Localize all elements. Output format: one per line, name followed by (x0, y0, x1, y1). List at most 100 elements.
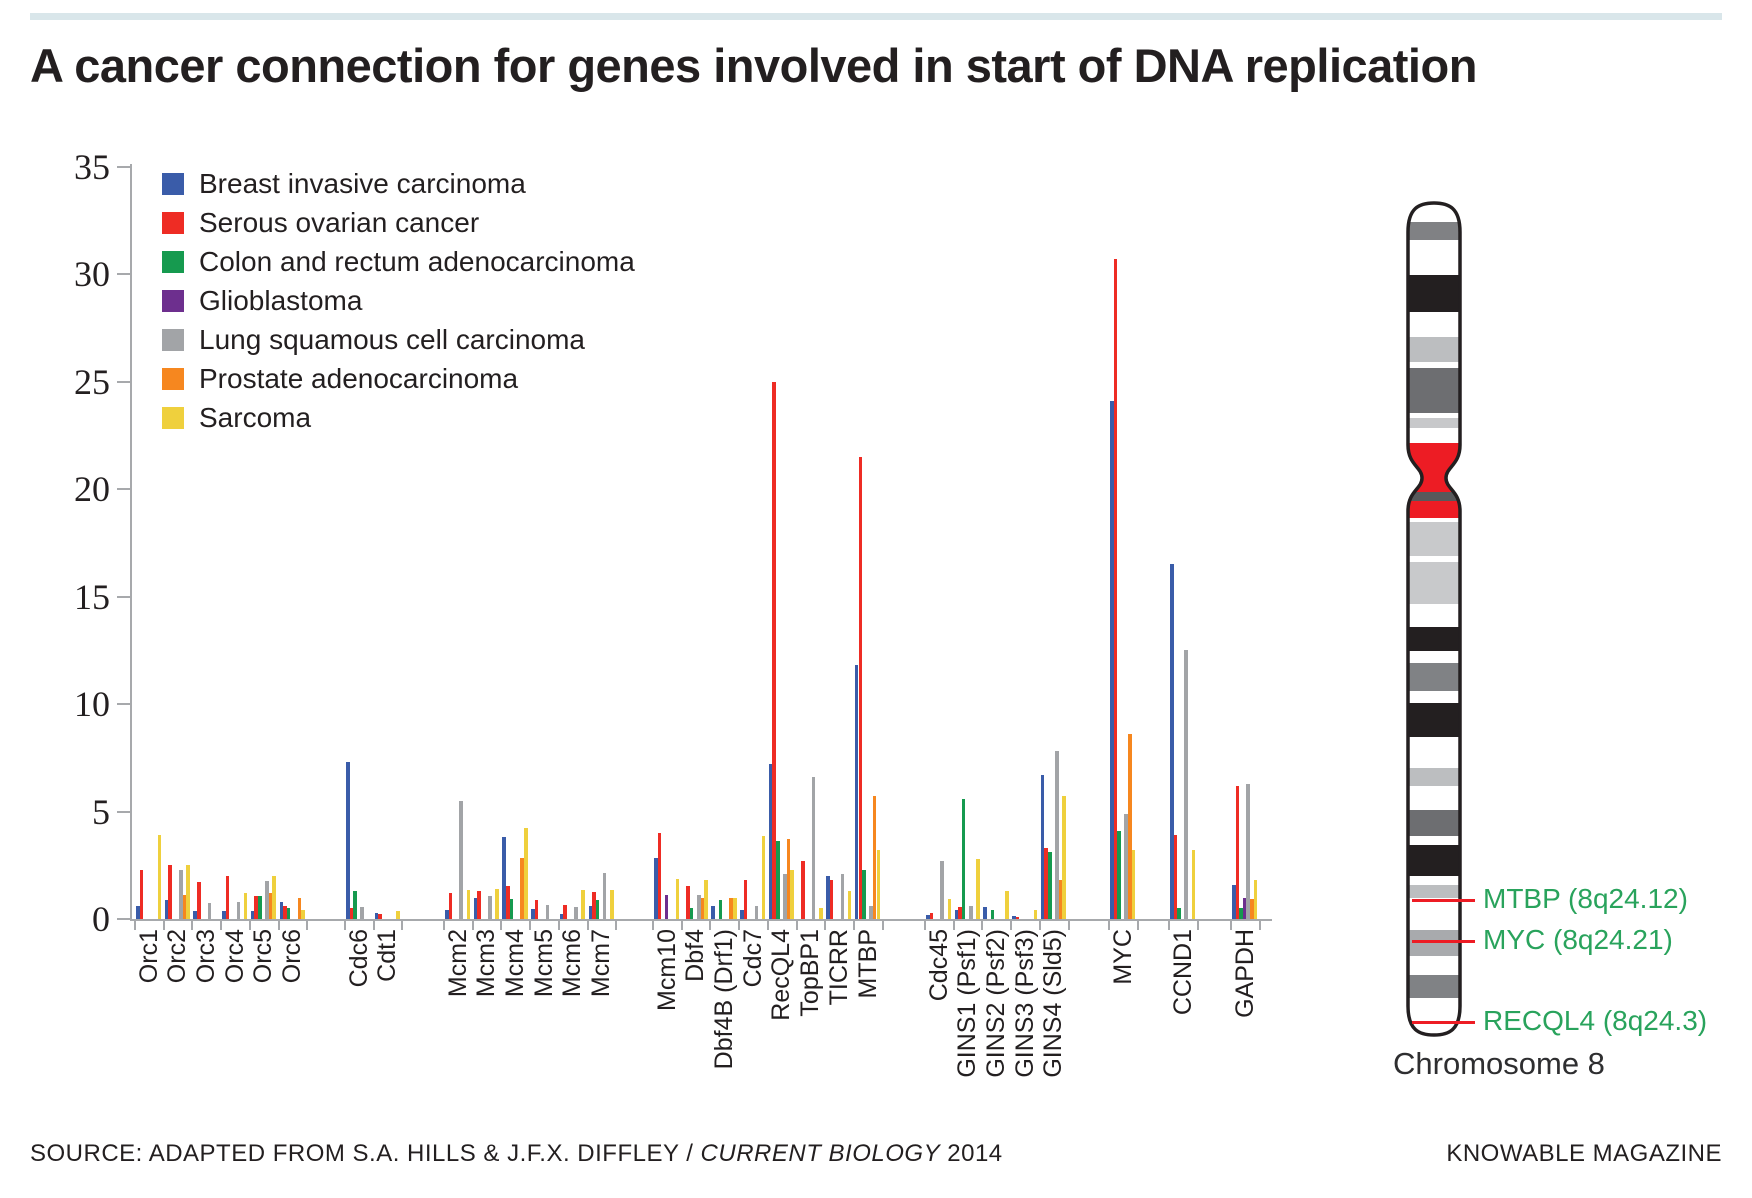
bar (506, 885, 510, 919)
bar (396, 911, 400, 919)
bar (602, 872, 607, 919)
bar (534, 899, 539, 919)
bar (675, 879, 680, 919)
bar (869, 906, 873, 919)
legend-swatch (162, 407, 184, 429)
chromosome-marker-line (1412, 899, 1475, 902)
chromosome-band (1408, 810, 1460, 836)
bar (610, 889, 614, 919)
y-axis-tick (117, 273, 130, 275)
y-axis-tick-label: 5 (92, 791, 110, 832)
bar (225, 876, 230, 919)
chromosome-band (1408, 663, 1460, 691)
y-axis-tick (117, 165, 130, 168)
bar (581, 889, 585, 919)
bar (761, 836, 766, 919)
chromosome-marker-label: RECQL4 (8q24.3) (1483, 1005, 1708, 1036)
x-axis-tick (1230, 921, 1232, 930)
bar (704, 880, 708, 919)
bar (378, 913, 382, 919)
bar (136, 906, 140, 919)
bar (563, 905, 567, 919)
chromosome-marker-line (1412, 940, 1475, 943)
chromosome-band (1408, 337, 1460, 362)
legend-item: Prostate adenocarcinoma (162, 365, 635, 393)
bar (1044, 848, 1048, 919)
bar (654, 857, 658, 919)
x-axis-label: Mcm4 (501, 929, 529, 998)
x-axis-label: Orc3 (192, 929, 220, 984)
bar (790, 869, 794, 919)
y-axis-tick (117, 488, 130, 490)
legend-item: Serous ovarian cancer (162, 209, 635, 237)
bar (1242, 897, 1247, 919)
bar (179, 869, 183, 919)
bar (1128, 734, 1132, 919)
bar (990, 910, 995, 919)
y-axis-tick-label: 30 (74, 254, 110, 294)
x-axis-tick (795, 921, 798, 930)
x-axis-tick (277, 921, 280, 930)
bar (1058, 880, 1063, 919)
chromosome-marker-label: MYC (8q24.21) (1483, 924, 1673, 955)
bar (353, 891, 357, 919)
bar (1062, 796, 1066, 919)
bar (1110, 400, 1114, 919)
bar (862, 869, 866, 919)
x-axis-tick (1038, 921, 1041, 930)
y-axis-tick (117, 380, 130, 383)
chromosome-band (1408, 975, 1460, 998)
legend-swatch (162, 290, 184, 312)
x-axis-label: GINS1 (Psf1) (953, 929, 982, 1078)
x-axis-tick (1168, 921, 1170, 930)
bar (250, 911, 255, 919)
bar (743, 880, 748, 919)
x-axis-tick (766, 921, 769, 930)
x-axis-label: Dbf4B (Drf1) (710, 929, 738, 1070)
bar (524, 827, 528, 919)
x-axis-label: MYC (1108, 929, 1137, 985)
x-axis-tick (586, 921, 589, 930)
source-text: SOURCE: ADAPTED FROM S.A. HILLS & J.F.X.… (30, 1140, 1003, 1168)
bar (182, 895, 187, 919)
chromosome-label: Chromosome 8 (1393, 1046, 1605, 1081)
x-axis-label: Cdt1 (373, 929, 402, 982)
bar (961, 798, 966, 919)
x-axis-label: Mcm3 (472, 929, 501, 998)
chromosome-band (1408, 275, 1460, 312)
x-axis-tick (220, 921, 223, 930)
legend-label: Glioblastoma (199, 285, 363, 316)
bar (954, 910, 959, 919)
chromosome-band (1408, 501, 1460, 518)
x-axis-tick (1067, 921, 1070, 930)
bar (700, 897, 705, 919)
bar (1173, 835, 1178, 919)
x-axis-label: RecQL4 (767, 929, 796, 1021)
bar (829, 880, 834, 919)
bar (459, 800, 463, 919)
bar (1048, 852, 1052, 919)
bar (711, 906, 715, 919)
bar (473, 897, 478, 919)
bar (772, 381, 776, 919)
bar (272, 876, 276, 919)
bar (254, 896, 258, 919)
bar (776, 840, 780, 919)
y-axis-tick (117, 703, 130, 705)
legend-swatch (162, 212, 184, 234)
bar (718, 899, 723, 919)
bar (1253, 880, 1258, 919)
chromosome-band (1408, 418, 1460, 428)
chromosome-band (1408, 845, 1460, 876)
bar (477, 891, 481, 919)
x-axis-label: Orc6 (278, 929, 307, 984)
bar (243, 893, 248, 919)
x-axis-label: GINS2 (Psf2) (982, 929, 1010, 1078)
bar (349, 908, 354, 919)
x-axis-tick (881, 921, 884, 930)
bar (574, 907, 578, 919)
top-accent-bar (30, 13, 1722, 20)
bar (531, 909, 535, 919)
bar (1246, 783, 1250, 919)
x-axis-label: Mcm7 (587, 929, 616, 998)
